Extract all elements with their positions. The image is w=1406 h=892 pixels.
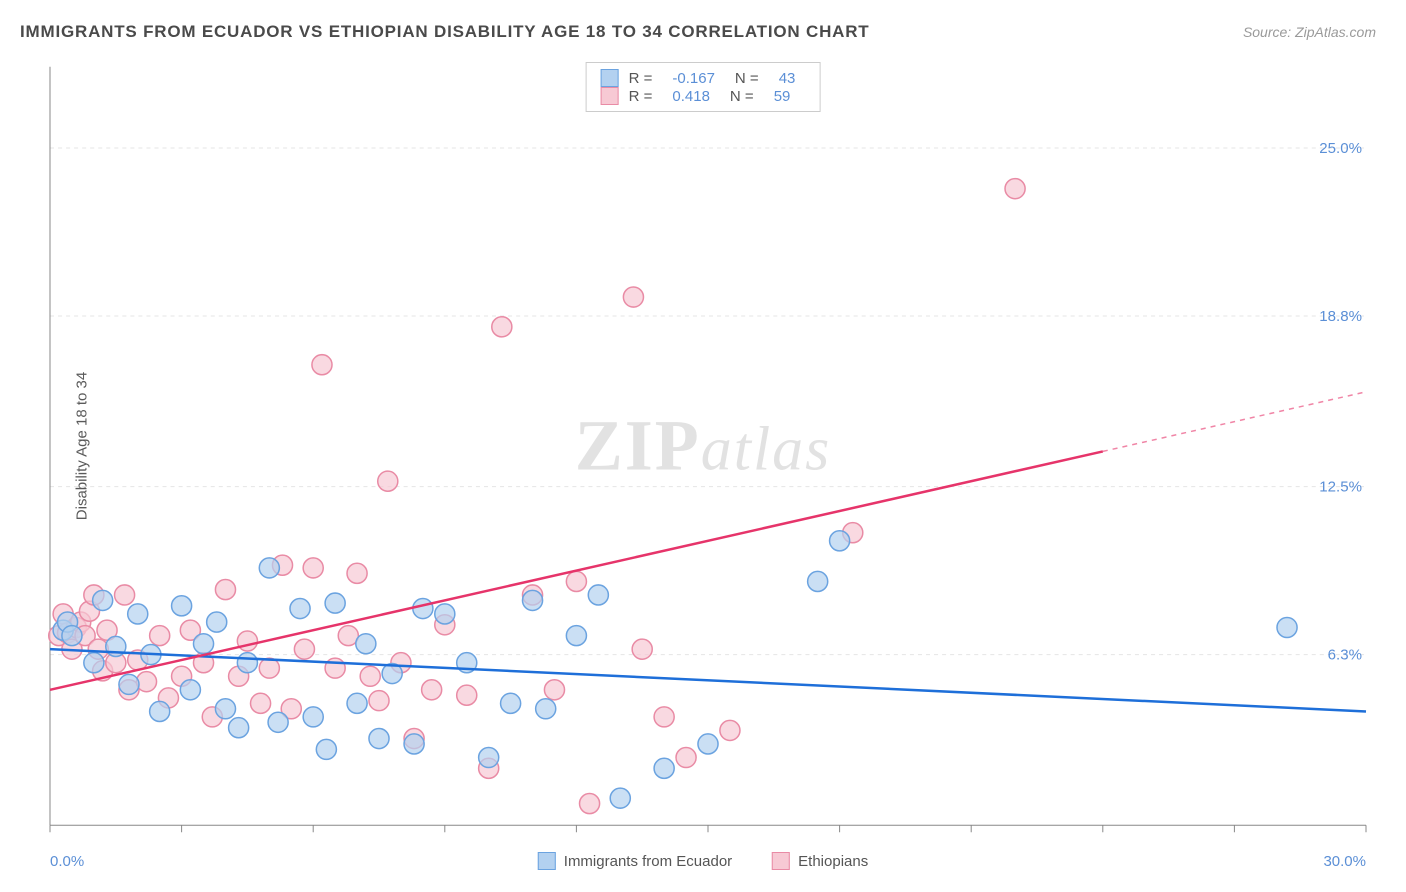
legend-swatch-ethiopians (601, 87, 619, 105)
x-axis-min-label: 0.0% (50, 853, 84, 870)
legend-n-value-ecuador: 43 (779, 70, 796, 87)
svg-text:18.8%: 18.8% (1319, 308, 1362, 325)
chart-title: IMMIGRANTS FROM ECUADOR VS ETHIOPIAN DIS… (20, 22, 870, 42)
legend-row-ethiopians: R = 0.418 N = 59 (601, 87, 806, 105)
svg-text:6.3%: 6.3% (1328, 647, 1362, 664)
legend-row-ecuador: R = -0.167 N = 43 (601, 69, 806, 87)
legend-swatch-ecuador (601, 69, 619, 87)
legend-r-label: R = (629, 70, 653, 87)
legend-n-value-ethiopians: 59 (774, 88, 791, 105)
scatter-chart-svg: 6.3% 12.5% 18.8% 25.0% (50, 60, 1366, 832)
legend-r-value-ecuador: -0.167 (672, 70, 715, 87)
x-axis-max-label: 30.0% (1323, 853, 1366, 870)
legend-n-label-2: N = (730, 88, 754, 105)
svg-text:25.0%: 25.0% (1319, 140, 1362, 157)
source-attribution: Source: ZipAtlas.com (1243, 24, 1376, 40)
legend-item-ecuador: Immigrants from Ecuador (538, 852, 732, 870)
svg-text:12.5%: 12.5% (1319, 479, 1362, 496)
legend-r-value-ethiopians: 0.418 (672, 88, 710, 105)
legend-bottom-swatch-ethiopians (772, 852, 790, 870)
legend-bottom-label-ecuador: Immigrants from Ecuador (564, 853, 732, 870)
legend-r-label-2: R = (629, 88, 653, 105)
legend-item-ethiopians: Ethiopians (772, 852, 868, 870)
chart-plot-area: 6.3% 12.5% 18.8% 25.0% (50, 60, 1366, 832)
legend-bottom-label-ethiopians: Ethiopians (798, 853, 868, 870)
legend-n-label: N = (735, 70, 759, 87)
correlation-legend: R = -0.167 N = 43 R = 0.418 N = 59 (586, 62, 821, 112)
legend-bottom-swatch-ecuador (538, 852, 556, 870)
series-legend: Immigrants from Ecuador Ethiopians (538, 852, 868, 870)
